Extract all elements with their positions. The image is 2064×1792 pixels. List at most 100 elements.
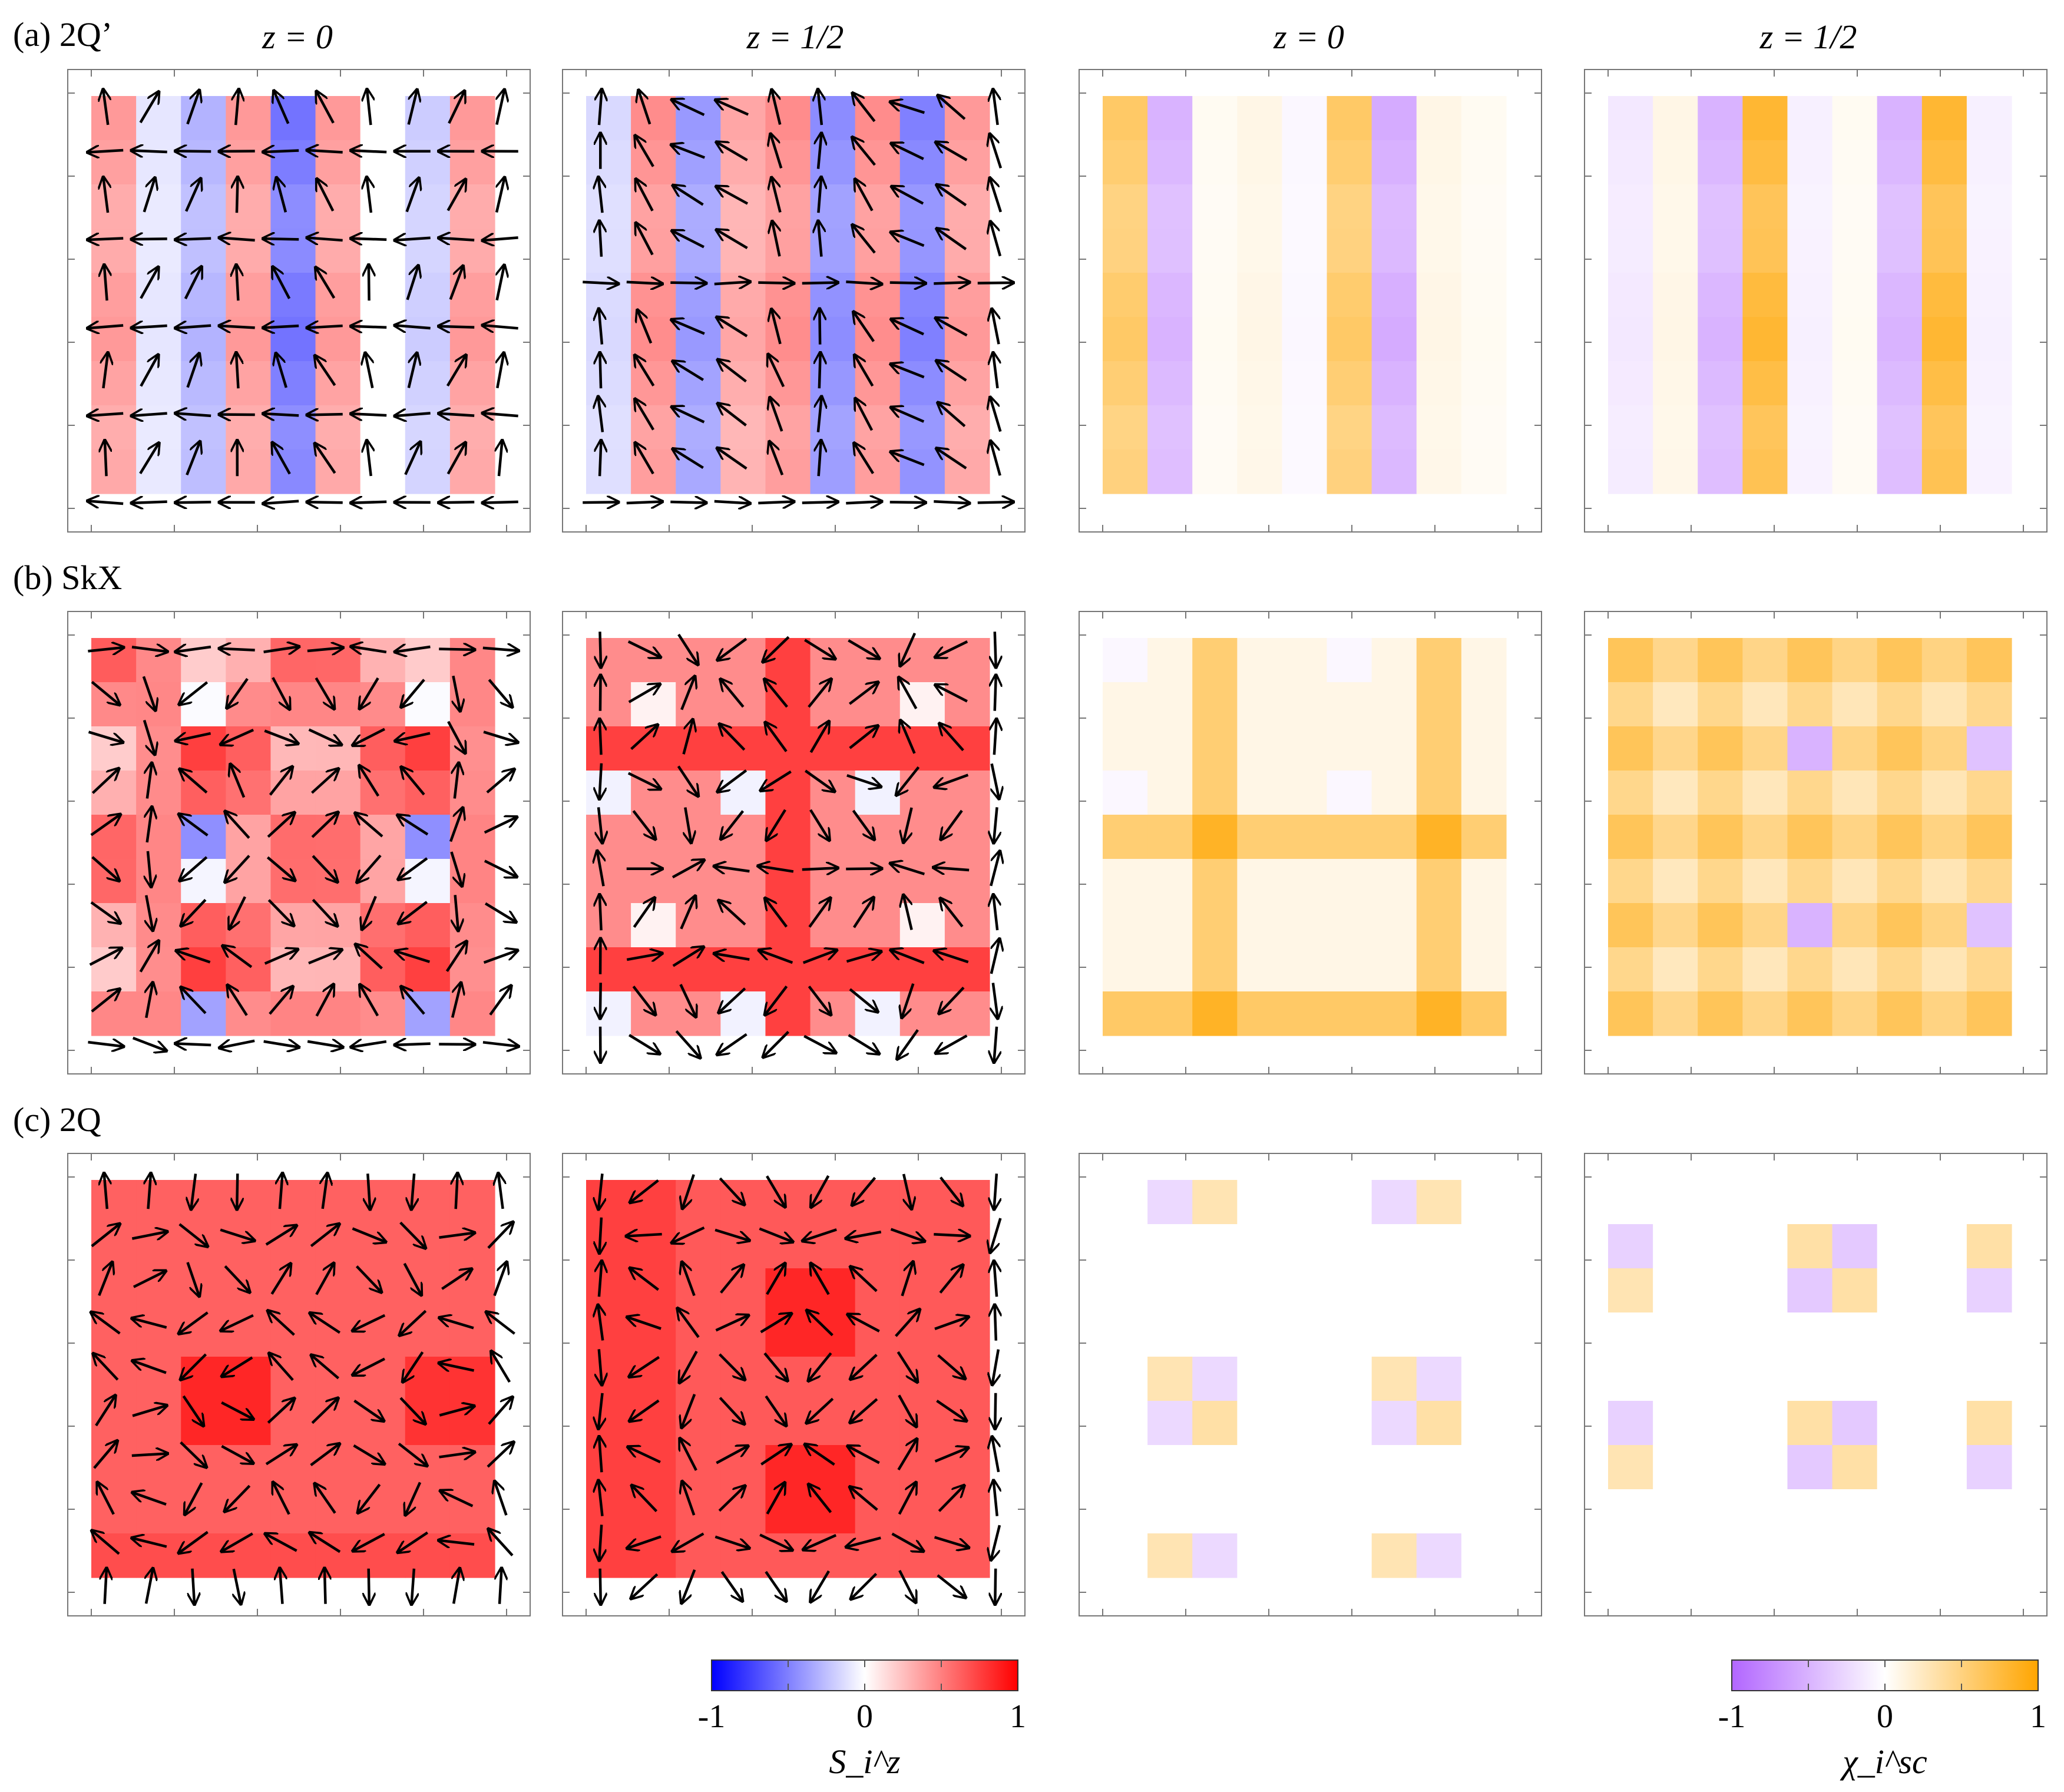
- spin-arrow: [934, 1448, 968, 1463]
- spin-arrow: [88, 501, 124, 504]
- heatmap-cell: [1327, 1533, 1372, 1578]
- heatmap-cell: [226, 1224, 272, 1269]
- heatmap-cell: [1966, 140, 2012, 185]
- heatmap-cell: [1327, 449, 1372, 494]
- spin-arrow: [312, 855, 337, 882]
- heatmap-cell: [1282, 449, 1328, 494]
- heatmap-cell: [181, 96, 226, 141]
- spin-arrow: [439, 1363, 475, 1371]
- spin-arrow: [599, 1349, 602, 1384]
- spin-arrow: [854, 312, 875, 342]
- heatmap-cell: [1192, 1180, 1238, 1225]
- heatmap-cell: [270, 229, 316, 273]
- spin-arrow: [273, 1483, 290, 1515]
- heatmap-cell: [1966, 449, 2012, 494]
- heatmap-cell: [944, 1180, 990, 1225]
- heatmap-cell: [1416, 1533, 1462, 1578]
- spin-arrow: [673, 362, 704, 381]
- spin-arrow: [398, 1442, 426, 1466]
- spin-arrow: [719, 901, 746, 926]
- heatmap-cell: [1921, 140, 1967, 185]
- heatmap-cell: [360, 1533, 406, 1578]
- spin-arrow: [683, 1174, 695, 1208]
- heatmap-cell: [810, 361, 856, 406]
- spin-arrow: [98, 1483, 115, 1515]
- heatmap-cell: [810, 1401, 856, 1446]
- heatmap-cell: [405, 405, 451, 450]
- spin-arrow: [682, 720, 693, 755]
- heatmap-cell: [1653, 903, 1698, 948]
- spin-arrow: [904, 895, 913, 930]
- spin-arrow: [898, 1569, 915, 1602]
- heatmap-cell: [899, 1312, 945, 1357]
- spin-arrow: [895, 1310, 919, 1337]
- spin-arrow: [398, 1531, 429, 1552]
- heatmap-cell: [1787, 317, 1833, 362]
- heatmap-cell: [1461, 184, 1507, 229]
- spin-arrow: [891, 102, 925, 114]
- spin-arrow: [626, 953, 661, 960]
- heatmap-cell: [1371, 1357, 1417, 1401]
- spin-arrow: [805, 1444, 835, 1466]
- heatmap-cell: [1966, 726, 2012, 771]
- spin-arrow: [263, 1042, 299, 1047]
- heatmap-cell: [1832, 449, 1878, 494]
- heatmap-cell: [1787, 1489, 1833, 1534]
- spin-arrow: [994, 1026, 997, 1062]
- heatmap-cell: [1966, 991, 2012, 1036]
- heatmap-cell: [449, 947, 495, 992]
- heatmap-cell: [1371, 1401, 1417, 1446]
- heatmap-cell: [1327, 726, 1372, 771]
- spin-arrow: [717, 230, 748, 249]
- heatmap-cell: [586, 1268, 631, 1313]
- spin-arrow: [360, 985, 379, 1017]
- spin-arrow: [852, 898, 874, 928]
- spin-arrow: [994, 1481, 997, 1516]
- heatmap-cell: [1742, 859, 1788, 904]
- heatmap-cell: [1327, 140, 1372, 185]
- heatmap-cell: [1103, 140, 1148, 185]
- heatmap-cell: [91, 1489, 137, 1534]
- spin-arrow: [631, 1573, 659, 1598]
- heatmap-cell: [586, 273, 631, 318]
- spin-arrow: [142, 676, 156, 710]
- spin-arrow: [672, 145, 706, 159]
- spin-arrow: [185, 179, 200, 212]
- spin-arrow: [807, 1397, 834, 1423]
- spin-arrow: [897, 1029, 919, 1059]
- heatmap-cell: [315, 638, 361, 683]
- spin-arrow: [772, 178, 782, 213]
- heatmap-cell: [1371, 771, 1417, 815]
- spin-arrow: [274, 91, 290, 124]
- spin-arrow: [672, 860, 704, 879]
- heatmap-cell: [449, 361, 495, 406]
- heatmap-cell: [1371, 1180, 1417, 1225]
- heatmap-cell: [631, 903, 676, 948]
- heatmap-cell: [631, 1357, 676, 1401]
- colorbar-spin-tick-max: 1: [1010, 1698, 1026, 1735]
- heatmap-cell: [1832, 317, 1878, 362]
- spin-arrow: [715, 954, 750, 960]
- heatmap-cell: [631, 140, 676, 185]
- spin-arrow: [181, 1353, 207, 1379]
- spin-arrow: [365, 353, 372, 389]
- heatmap-cell: [1147, 1489, 1193, 1534]
- spin-arrow: [351, 326, 387, 328]
- heatmap-cell: [1877, 1445, 1923, 1490]
- heatmap-cell: [1192, 273, 1238, 318]
- heatmap-cell: [1877, 1268, 1923, 1313]
- spin-arrow: [990, 1218, 1002, 1252]
- spin-arrow: [629, 1447, 661, 1464]
- heatmap-cell: [136, 140, 181, 185]
- spin-arrow: [937, 449, 967, 470]
- spin-arrow: [398, 815, 429, 836]
- heatmap-cell: [1147, 638, 1193, 683]
- heatmap-cell: [1966, 771, 2012, 815]
- spin-arrow: [934, 1536, 968, 1548]
- colorbar-spin: -1 0 1 S_i^z: [698, 1659, 1026, 1781]
- heatmap-cell: [1966, 638, 2012, 683]
- heatmap-cell: [226, 859, 272, 904]
- spin-arrow: [104, 265, 107, 301]
- spin-arrow: [267, 813, 294, 838]
- spin-arrow: [353, 1357, 386, 1375]
